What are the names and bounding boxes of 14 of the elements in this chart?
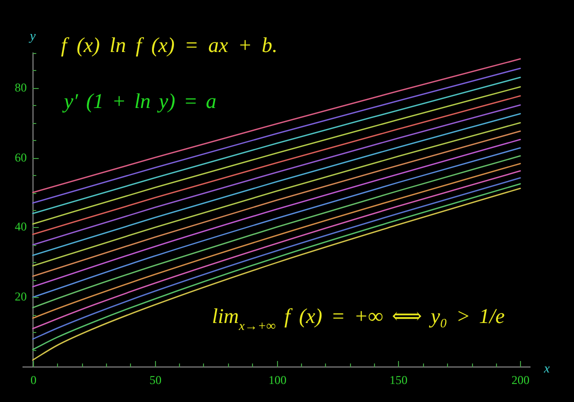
x-tick-label: 200 (512, 373, 530, 388)
x-tick-label: 0 (30, 373, 36, 388)
x-tick-label: 100 (268, 373, 286, 388)
y-tick-label: 40 (14, 220, 27, 234)
annotation: f (x) ln f (x) = ax + b. (61, 33, 278, 57)
y-tick-label: 20 (14, 290, 27, 304)
y-tick-label: 60 (14, 150, 27, 165)
y-tick-label: 80 (14, 80, 27, 95)
x-axis-title: x (543, 360, 550, 376)
annotation: y′ (1 + ln y) = a (64, 89, 216, 113)
annotation: lim$_{x→+∞}$ f (x) = +∞ ⟺ y₀ > 1/e (212, 304, 505, 333)
x-tick-label: 50 (150, 373, 162, 388)
x-tick-label: 150 (390, 373, 408, 388)
y-axis-title: y (28, 28, 36, 43)
